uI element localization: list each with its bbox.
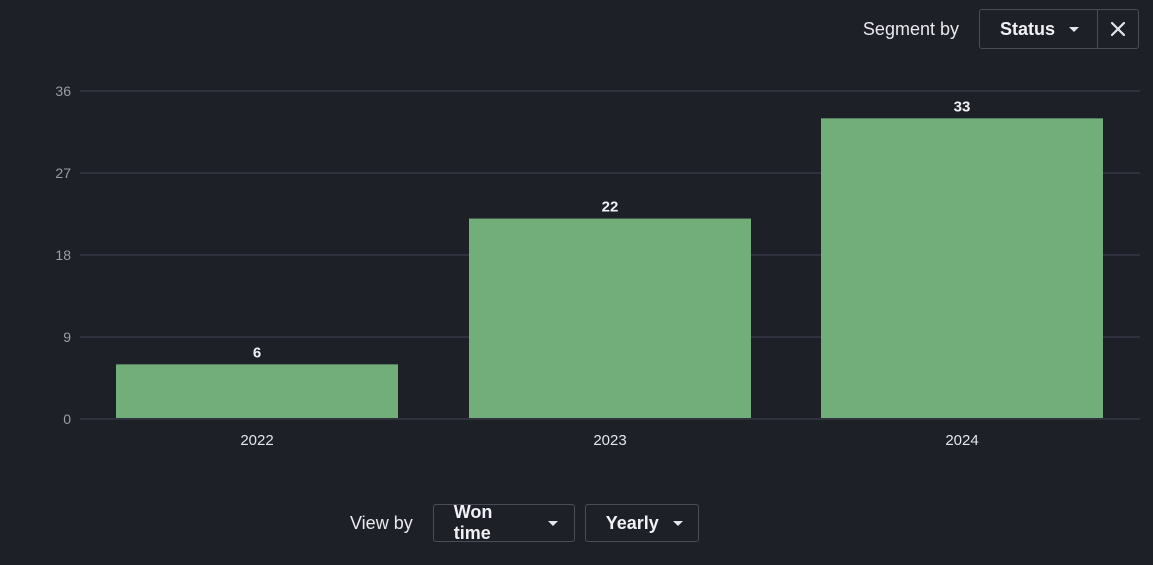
- y-tick-label: 9: [63, 329, 71, 345]
- segment-controls: Status: [978, 9, 1139, 49]
- x-tick-label: 2022: [240, 432, 273, 449]
- y-tick-label: 27: [55, 165, 71, 181]
- data-label: 33: [954, 98, 971, 115]
- close-segment-button[interactable]: [1097, 10, 1138, 48]
- data-label: 6: [253, 344, 261, 361]
- segment-by-label: Segment by: [862, 18, 959, 39]
- bar-chart: 0 9 18 27 36 6 2022 22 2023 33 2024: [55, 83, 1140, 449]
- bar: [116, 364, 398, 418]
- caret-down-icon: [1069, 26, 1079, 32]
- bar: [821, 118, 1103, 418]
- y-tick-label: 18: [55, 247, 71, 263]
- close-icon: [1110, 21, 1126, 37]
- won-time-dropdown[interactable]: Won time: [432, 502, 575, 543]
- view-bar: View by Won time Yearly: [350, 502, 709, 543]
- won-time-label: Won time: [453, 502, 493, 543]
- period-label: Yearly: [605, 512, 659, 533]
- y-tick-label: 0: [63, 411, 71, 427]
- x-tick-label: 2023: [593, 432, 626, 449]
- data-label: 22: [602, 199, 619, 216]
- caret-down-icon: [672, 520, 683, 526]
- caret-down-icon: [547, 520, 558, 526]
- x-tick-label: 2024: [945, 432, 978, 449]
- view-by-label: View by: [350, 512, 413, 533]
- segment-bar: Segment by Status: [863, 9, 1139, 49]
- bar: [469, 218, 751, 418]
- y-tick-label: 36: [55, 83, 71, 99]
- period-dropdown[interactable]: Yearly: [584, 504, 699, 542]
- segment-status-label: Status: [999, 18, 1055, 39]
- segment-status-dropdown[interactable]: Status: [980, 10, 1097, 48]
